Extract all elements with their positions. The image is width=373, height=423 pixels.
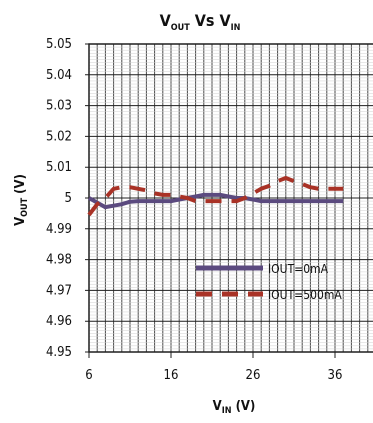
chart-title: VOUT Vs VIN bbox=[160, 11, 241, 33]
series-lines bbox=[87, 176, 344, 217]
y-tick-label: 4.98 bbox=[46, 253, 72, 268]
x-tick-label: 36 bbox=[328, 368, 343, 383]
y-tick-label: 4.96 bbox=[46, 314, 72, 329]
y-tick-label: 4.97 bbox=[46, 283, 72, 298]
y-tick-label: 5.02 bbox=[46, 129, 72, 144]
xlabel-sub: IN bbox=[222, 406, 232, 416]
y-tick-label: 5.03 bbox=[46, 99, 72, 114]
xlabel-v: V bbox=[213, 399, 222, 414]
legend: IOUT=0mA IOUT=500mA bbox=[196, 262, 342, 302]
x-axis-label: VIN (V) bbox=[213, 399, 256, 416]
legend-label-iout-500ma: IOUT=500mA bbox=[268, 288, 342, 302]
series-line-0 bbox=[88, 192, 344, 210]
series-line-1 bbox=[87, 176, 344, 217]
y-tick-label: 4.95 bbox=[46, 345, 72, 360]
legend-label-iout-0ma: IOUT=0mA bbox=[268, 262, 329, 276]
title-sub-in: IN bbox=[231, 23, 241, 33]
x-tick-label: 26 bbox=[246, 368, 261, 383]
ylabel-unit: (V) bbox=[13, 174, 28, 198]
y-tick-label: 5 bbox=[65, 191, 72, 206]
y-tick-label: 4.99 bbox=[46, 222, 72, 237]
x-tick-label: 6 bbox=[85, 368, 92, 383]
y-tick-label: 5.04 bbox=[46, 68, 72, 83]
y-tick-label: 5.01 bbox=[46, 160, 72, 175]
y-tick-labels: 4.95 4.96 4.97 4.98 4.99 5 5.01 5.02 5.03 5.04 5.0… bbox=[46, 37, 72, 360]
title-vs: Vs V bbox=[190, 11, 232, 30]
xlabel-unit: (V) bbox=[232, 399, 256, 414]
title-sub-out: OUT bbox=[171, 23, 190, 33]
y-axis-label: VOUT (V) bbox=[13, 174, 30, 226]
ylabel-sub: OUT bbox=[20, 197, 30, 216]
x-tick-label: 16 bbox=[164, 368, 179, 383]
x-tick-labels: 6 16 26 36 bbox=[85, 368, 342, 383]
title-v: V bbox=[160, 11, 172, 30]
ylabel-v: V bbox=[13, 217, 28, 226]
y-tick-label: 5.05 bbox=[46, 37, 72, 52]
